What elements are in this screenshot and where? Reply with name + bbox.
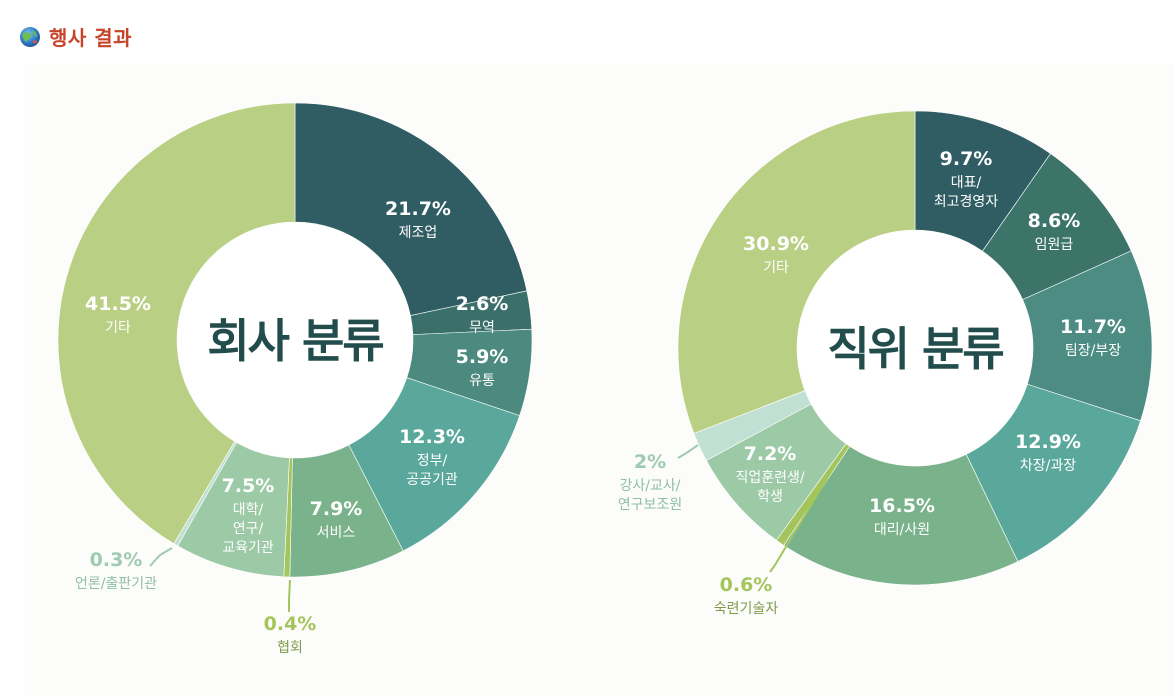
slice-value-label: 7.9% — [310, 498, 363, 520]
leader-line — [769, 451, 844, 573]
slice-category-label: 대표/ — [951, 175, 982, 191]
slice-category-label: 강사/교사/ — [620, 478, 681, 494]
slice-category-label: 연구보조원 — [618, 497, 682, 513]
slice-value-label: 21.7% — [385, 198, 451, 220]
slice-category-label: 기타 — [763, 260, 789, 276]
slice-category-label: 숙련기술자 — [714, 601, 779, 617]
slice-category-label: 정부/ — [417, 453, 448, 469]
slice-value-label: 12.9% — [1015, 431, 1081, 453]
slice-category-label: 언론/출판기관 — [75, 576, 157, 592]
slice-value-label: 5.9% — [456, 346, 509, 368]
slice-value-label: 12.3% — [399, 426, 465, 448]
donut-slice — [294, 102, 528, 316]
slice-value-label: 2% — [634, 451, 666, 473]
slice-category-label: 차장/과장 — [1020, 458, 1076, 474]
donut-slice — [677, 110, 916, 434]
donut-hole — [798, 231, 1032, 465]
donut-hole — [178, 223, 412, 457]
donut-slice — [57, 102, 296, 545]
slice-category-label: 팀장/부장 — [1065, 343, 1121, 359]
donut-slice — [783, 445, 1019, 586]
globe-logo-icon — [20, 26, 40, 47]
leader-line — [677, 444, 699, 459]
slice-value-label: 0.3% — [90, 549, 143, 571]
slice-category-label: 제조업 — [399, 225, 438, 241]
slice-category-label: 대학/ — [233, 502, 264, 518]
slice-category-label: 임원급 — [1035, 237, 1074, 253]
slice-category-label: 학생 — [757, 489, 783, 505]
donut-center-title: 직위 분류 — [827, 322, 1003, 376]
section-title: 행사 결과 — [49, 26, 133, 50]
slice-category-label: 유통 — [469, 373, 495, 389]
slice-category-label: 서비스 — [317, 525, 356, 541]
leader-line — [149, 547, 173, 567]
slice-value-label: 7.5% — [222, 475, 275, 497]
slice-value-label: 41.5% — [85, 293, 151, 315]
position-category-donut: 직위 분류 9.7% 대표/최고경영자 8.6% 임원급 11.7% 팀장/부장 12.9% 차… — [618, 110, 1153, 617]
donut-center-title: 회사 분류 — [207, 314, 383, 368]
slice-value-label: 11.7% — [1060, 316, 1126, 338]
company-category-donut: 회사 분류 21.7% 제조업 2.6% 무역 5.9% 유통 12.3% 정부/공공기관 7.9… — [57, 102, 533, 656]
slice-value-label: 0.6% — [720, 574, 773, 596]
slice-category-label: 직업훈련생/ — [735, 470, 804, 486]
slice-category-label: 공공기관 — [406, 472, 458, 488]
slice-category-label: 기타 — [105, 320, 131, 336]
slice-value-label: 2.6% — [456, 293, 509, 315]
leader-line — [288, 579, 291, 612]
slice-category-label: 연구/ — [233, 521, 264, 537]
slice-value-label: 8.6% — [1028, 210, 1081, 232]
slice-category-label: 교육기관 — [222, 540, 274, 556]
slice-value-label: 30.9% — [743, 233, 809, 255]
slice-category-label: 대리/사원 — [874, 522, 930, 538]
slice-value-label: 16.5% — [869, 495, 935, 517]
slice-category-label: 협회 — [277, 640, 303, 656]
slice-value-label: 7.2% — [744, 443, 797, 465]
slice-category-label: 무역 — [469, 320, 495, 336]
slice-category-label: 최고경영자 — [934, 194, 999, 210]
slice-value-label: 0.4% — [264, 613, 317, 635]
slice-value-label: 9.7% — [940, 148, 993, 170]
section-header: 행사 결과 — [18, 22, 132, 51]
